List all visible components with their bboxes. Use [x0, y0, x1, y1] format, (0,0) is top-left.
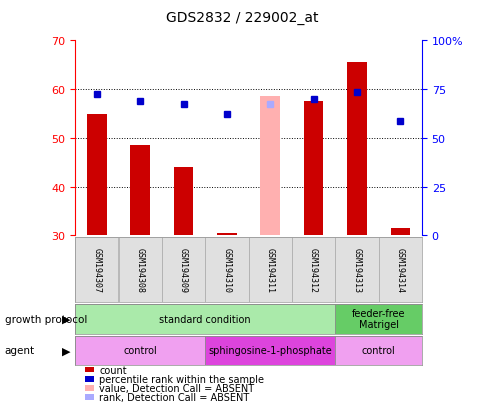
Text: GSM194313: GSM194313: [352, 247, 361, 292]
Bar: [173, 168, 193, 236]
Bar: [347, 63, 366, 236]
Bar: [291, 238, 334, 302]
Bar: [75, 238, 118, 302]
Text: rank, Detection Call = ABSENT: rank, Detection Call = ABSENT: [99, 392, 249, 402]
Bar: [130, 146, 150, 236]
Text: GSM194314: GSM194314: [395, 247, 404, 292]
Bar: [334, 238, 378, 302]
Text: sphingosine-1-phosphate: sphingosine-1-phosphate: [208, 346, 332, 356]
Text: agent: agent: [5, 346, 35, 356]
Text: percentile rank within the sample: percentile rank within the sample: [99, 374, 264, 384]
Bar: [390, 228, 409, 236]
Bar: [75, 336, 205, 366]
Text: feeder-free
Matrigel: feeder-free Matrigel: [351, 308, 405, 330]
Bar: [378, 238, 421, 302]
Text: growth protocol: growth protocol: [5, 314, 87, 324]
Text: GSM194310: GSM194310: [222, 247, 231, 292]
Text: GSM194308: GSM194308: [136, 247, 144, 292]
Text: GSM194312: GSM194312: [308, 247, 318, 292]
Bar: [205, 238, 248, 302]
Bar: [303, 102, 323, 236]
Text: value, Detection Call = ABSENT: value, Detection Call = ABSENT: [99, 383, 254, 393]
Text: ▶: ▶: [61, 314, 70, 324]
Bar: [162, 238, 205, 302]
Bar: [118, 238, 162, 302]
Bar: [260, 97, 279, 236]
Text: GSM194311: GSM194311: [265, 247, 274, 292]
Text: control: control: [361, 346, 394, 356]
Bar: [334, 336, 421, 366]
Bar: [217, 233, 236, 236]
Bar: [248, 238, 291, 302]
Bar: [87, 114, 106, 236]
Text: GDS2832 / 229002_at: GDS2832 / 229002_at: [166, 11, 318, 25]
Text: count: count: [99, 365, 127, 375]
Text: GSM194307: GSM194307: [92, 247, 101, 292]
Text: standard condition: standard condition: [159, 314, 251, 324]
Text: GSM194309: GSM194309: [179, 247, 188, 292]
Bar: [75, 304, 334, 334]
Bar: [334, 304, 421, 334]
Text: ▶: ▶: [61, 346, 70, 356]
Text: control: control: [123, 346, 157, 356]
Bar: [205, 336, 334, 366]
